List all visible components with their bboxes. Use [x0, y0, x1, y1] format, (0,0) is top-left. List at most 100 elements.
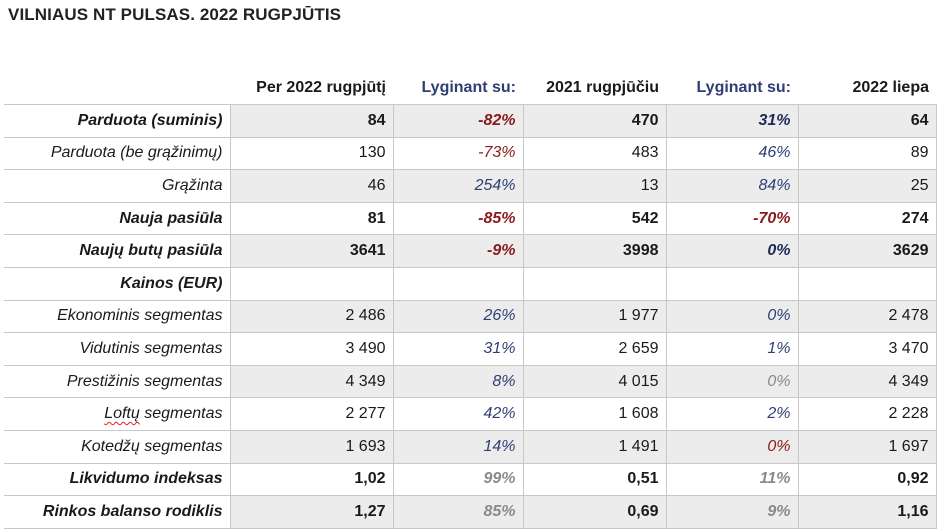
cell-percent: 1%	[666, 332, 799, 366]
cell-percent: 46%	[666, 137, 799, 171]
table-row: Naujų butų pasiūla 3641 -9% 3998 0% 3629	[4, 234, 937, 268]
row-label: Parduota (be grąžinimų)	[4, 137, 231, 171]
table-row: Prestižinis segmentas 4 349 8% 4 015 0% …	[4, 365, 937, 399]
row-label: Rinkos balanso rodiklis	[4, 495, 231, 529]
page-title: VILNIAUS NT PULSAS. 2022 RUGPJŪTIS	[8, 5, 342, 24]
row-label: Prestižinis segmentas	[4, 365, 231, 399]
cell-percent: 14%	[393, 430, 524, 464]
cell-value: 81	[229, 202, 394, 236]
table-row: Ekonominis segmentas 2 486 26% 1 977 0% …	[4, 300, 937, 334]
cell-value: 0,92	[798, 463, 937, 497]
header-row: Per 2022 rugpjūtį Lyginant su: 2021 rugp…	[4, 72, 936, 105]
cell-value: 3 470	[798, 332, 937, 366]
cell-percent: 8%	[393, 365, 524, 399]
cell-percent: 0%	[666, 365, 799, 399]
row-label: Vidutinis segmentas	[4, 332, 231, 366]
table-row: Loftų segmentas 2 277 42% 1 608 2% 2 228	[4, 397, 937, 431]
cell-percent: 85%	[393, 495, 524, 529]
cell-percent: 99%	[393, 463, 524, 497]
row-label: Naujų butų pasiūla	[4, 234, 231, 268]
cell-value: 274	[798, 202, 937, 236]
cell-value: 1 693	[229, 430, 394, 464]
table-row: Vidutinis segmentas 3 490 31% 2 659 1% 3…	[4, 332, 937, 366]
cell-value: 1,02	[229, 463, 394, 497]
cell-value: 2 478	[798, 300, 937, 334]
header-compare-1: Lyginant su:	[421, 79, 516, 96]
cell-percent: 42%	[393, 397, 524, 431]
cell-value: 0,51	[523, 463, 667, 497]
cell-empty	[393, 267, 524, 301]
cell-percent: 26%	[393, 300, 524, 334]
cell-value: 25	[798, 169, 937, 203]
cell-percent: 9%	[666, 495, 799, 529]
cell-value: 13	[523, 169, 667, 203]
table-row: Parduota (suminis) 84 -82% 470 31% 64	[4, 104, 937, 138]
cell-value: 46	[229, 169, 394, 203]
cell-value: 3629	[798, 234, 937, 268]
cell-value: 3641	[229, 234, 394, 268]
header-prev-year: 2021 rugpjūčiu	[546, 79, 659, 96]
cell-value: 542	[523, 202, 667, 236]
cell-value: 1 491	[523, 430, 667, 464]
market-table: Per 2022 rugpjūtį Lyginant su: 2021 rugp…	[4, 72, 937, 529]
cell-empty	[523, 267, 667, 301]
table-row: Rinkos balanso rodiklis 1,27 85% 0,69 9%…	[4, 495, 937, 529]
table-row: Nauja pasiūla 81 -85% 542 -70% 274	[4, 202, 937, 236]
cell-value: 84	[229, 104, 394, 138]
cell-empty	[798, 267, 937, 301]
cell-percent: -82%	[393, 104, 524, 138]
header-prev-month: 2022 liepa	[852, 79, 930, 96]
cell-value: 89	[798, 137, 937, 171]
cell-value: 130	[229, 137, 394, 171]
cell-value: 4 349	[798, 365, 937, 399]
cell-value: 4 349	[229, 365, 394, 399]
cell-empty	[229, 267, 394, 301]
cell-percent: 254%	[393, 169, 524, 203]
cell-percent: 31%	[393, 332, 524, 366]
cell-percent: 0%	[666, 300, 799, 334]
cell-value: 1,27	[229, 495, 394, 529]
cell-percent: 2%	[666, 397, 799, 431]
row-label-rest: segmentas	[139, 405, 223, 423]
cell-value: 4 015	[523, 365, 667, 399]
row-label: Likvidumo indeksas	[4, 463, 231, 497]
cell-percent: 0%	[666, 430, 799, 464]
cell-value: 2 228	[798, 397, 937, 431]
section-row: Kainos (EUR)	[4, 267, 937, 301]
cell-percent: 31%	[666, 104, 799, 138]
cell-empty	[666, 267, 799, 301]
header-label	[4, 72, 230, 105]
table-row: Parduota (be grąžinimų) 130 -73% 483 46%…	[4, 137, 937, 171]
cell-percent: -73%	[393, 137, 524, 171]
table-row: Kotedžų segmentas 1 693 14% 1 491 0% 1 6…	[4, 430, 937, 464]
row-label: Nauja pasiūla	[4, 202, 231, 236]
row-label: Grąžinta	[4, 169, 231, 203]
row-label: Parduota (suminis)	[4, 104, 231, 138]
cell-percent: -9%	[393, 234, 524, 268]
cell-value: 1 608	[523, 397, 667, 431]
spellcheck-word: Loftų	[104, 405, 140, 423]
cell-value: 2 486	[229, 300, 394, 334]
cell-value: 1,16	[798, 495, 937, 529]
table-row: Grąžinta 46 254% 13 84% 25	[4, 169, 937, 203]
row-label: Ekonominis segmentas	[4, 300, 231, 334]
cell-value: 2 277	[229, 397, 394, 431]
cell-value: 470	[523, 104, 667, 138]
cell-percent: 11%	[666, 463, 799, 497]
cell-percent: 0%	[666, 234, 799, 268]
cell-value: 1 977	[523, 300, 667, 334]
cell-percent: -70%	[666, 202, 799, 236]
section-label: Kainos (EUR)	[4, 267, 231, 301]
cell-percent: -85%	[393, 202, 524, 236]
cell-value: 64	[798, 104, 937, 138]
cell-value: 483	[523, 137, 667, 171]
cell-value: 3 490	[229, 332, 394, 366]
cell-percent: 84%	[666, 169, 799, 203]
cell-value: 1 697	[798, 430, 937, 464]
cell-value: 2 659	[523, 332, 667, 366]
cell-value: 3998	[523, 234, 667, 268]
cell-value: 0,69	[523, 495, 667, 529]
header-compare-2: Lyginant su:	[696, 79, 791, 96]
table-row: Likvidumo indeksas 1,02 99% 0,51 11% 0,9…	[4, 463, 937, 497]
row-label: Kotedžų segmentas	[4, 430, 231, 464]
